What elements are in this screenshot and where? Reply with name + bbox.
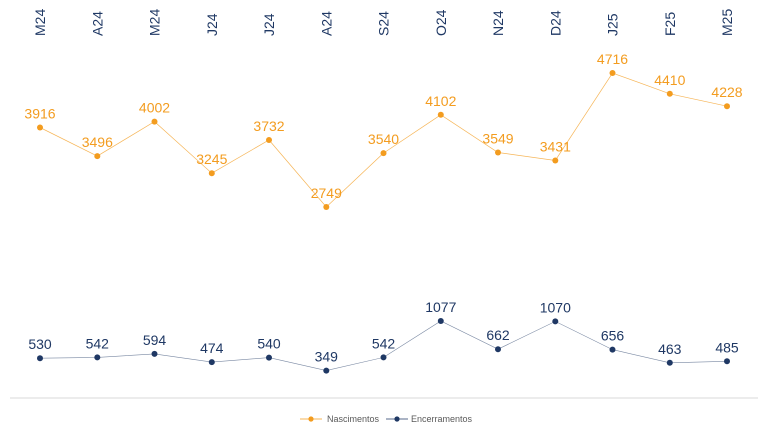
x-tick-label: F25 bbox=[662, 12, 678, 36]
legend-marker-encerramentos bbox=[394, 416, 400, 422]
x-axis-tick-labels: M24 A24 M24 J24 J24 A24 S24 O24 N24 D24 J25 F25 M25 bbox=[32, 9, 735, 36]
data-point-encerramentos bbox=[208, 359, 215, 366]
data-point-encerramentos bbox=[437, 318, 444, 324]
data-label-nascimentos: 4002 bbox=[139, 100, 170, 116]
x-tick-label: O24 bbox=[433, 9, 449, 36]
data-label-encerramentos: 463 bbox=[658, 341, 682, 357]
legend-marker-nascimentos bbox=[308, 416, 314, 422]
x-tick-label: A24 bbox=[89, 11, 105, 36]
data-point-encerramentos bbox=[380, 354, 387, 361]
data-point-nascimentos bbox=[552, 157, 559, 164]
data-label-encerramentos: 542 bbox=[86, 335, 110, 351]
data-label-encerramentos: 656 bbox=[601, 328, 625, 344]
data-label-encerramentos: 485 bbox=[715, 339, 739, 355]
legend-label-nascimentos: Nascimentos bbox=[327, 414, 380, 424]
data-label-nascimentos: 3549 bbox=[482, 131, 513, 147]
series-nascimentos: 3916 3496 4002 3245 3732 2749 3540 4102 3549 3431… bbox=[24, 51, 743, 210]
data-point-encerramentos bbox=[94, 354, 101, 361]
data-point-encerramentos bbox=[495, 346, 501, 353]
series-encerramentos: 530 542 594 474 540 349 542 1077 662 1070 656 463 48… bbox=[28, 299, 739, 374]
data-label-nascimentos: 3431 bbox=[540, 139, 571, 155]
data-label-nascimentos: 3732 bbox=[253, 118, 284, 134]
data-label-nascimentos: 4102 bbox=[425, 93, 456, 109]
data-label-encerramentos: 594 bbox=[143, 332, 167, 348]
data-label-nascimentos: 4716 bbox=[597, 51, 628, 67]
data-point-encerramentos bbox=[666, 359, 673, 366]
data-point-encerramentos bbox=[552, 318, 559, 325]
data-point-nascimentos bbox=[666, 90, 673, 97]
data-label-encerramentos: 1077 bbox=[425, 299, 456, 315]
data-point-nascimentos bbox=[208, 170, 215, 177]
data-point-nascimentos bbox=[94, 153, 101, 160]
data-point-encerramentos bbox=[323, 367, 330, 374]
data-label-nascimentos: 3540 bbox=[368, 131, 399, 147]
data-label-encerramentos: 1070 bbox=[540, 299, 571, 315]
data-point-nascimentos bbox=[609, 70, 616, 76]
data-point-nascimentos bbox=[495, 149, 501, 156]
data-label-encerramentos: 540 bbox=[257, 336, 281, 352]
data-label-nascimentos: 3496 bbox=[82, 134, 113, 150]
data-label-nascimentos: 2749 bbox=[311, 185, 342, 201]
x-tick-label: A24 bbox=[318, 11, 334, 36]
data-point-nascimentos bbox=[724, 103, 730, 110]
data-label-nascimentos: 4228 bbox=[711, 84, 742, 100]
x-tick-label: D24 bbox=[547, 10, 563, 36]
data-label-encerramentos: 542 bbox=[372, 335, 396, 351]
x-tick-label: J24 bbox=[204, 13, 220, 36]
data-label-encerramentos: 530 bbox=[28, 336, 52, 352]
x-tick-label: M24 bbox=[32, 9, 48, 36]
data-label-encerramentos: 662 bbox=[486, 327, 510, 343]
legend-item-nascimentos: Nascimentos bbox=[300, 414, 380, 424]
x-tick-label: S24 bbox=[376, 11, 392, 36]
data-label-nascimentos: 3916 bbox=[24, 106, 55, 122]
data-label-encerramentos: 474 bbox=[200, 340, 224, 356]
data-label-nascimentos: 3245 bbox=[196, 151, 227, 167]
x-tick-label: N24 bbox=[490, 10, 506, 36]
data-point-encerramentos bbox=[37, 355, 43, 362]
data-label-encerramentos: 349 bbox=[315, 349, 339, 365]
data-label-nascimentos: 4410 bbox=[654, 72, 685, 88]
legend: Nascimentos Encerramentos bbox=[300, 414, 473, 424]
x-tick-label: J24 bbox=[261, 13, 277, 36]
data-point-encerramentos bbox=[151, 350, 158, 357]
data-point-nascimentos bbox=[151, 118, 158, 125]
data-point-encerramentos bbox=[724, 358, 730, 365]
data-point-nascimentos bbox=[323, 204, 330, 210]
data-point-nascimentos bbox=[380, 150, 387, 157]
data-point-encerramentos bbox=[266, 354, 272, 361]
data-point-encerramentos bbox=[609, 346, 616, 353]
x-tick-label: M24 bbox=[147, 9, 163, 36]
data-point-nascimentos bbox=[37, 124, 43, 131]
x-tick-label: J25 bbox=[605, 13, 621, 36]
data-point-nascimentos bbox=[266, 137, 272, 143]
legend-item-encerramentos: Encerramentos bbox=[386, 414, 473, 424]
legend-label-encerramentos: Encerramentos bbox=[411, 414, 473, 424]
data-point-nascimentos bbox=[437, 111, 444, 118]
x-tick-label: M25 bbox=[719, 9, 735, 36]
